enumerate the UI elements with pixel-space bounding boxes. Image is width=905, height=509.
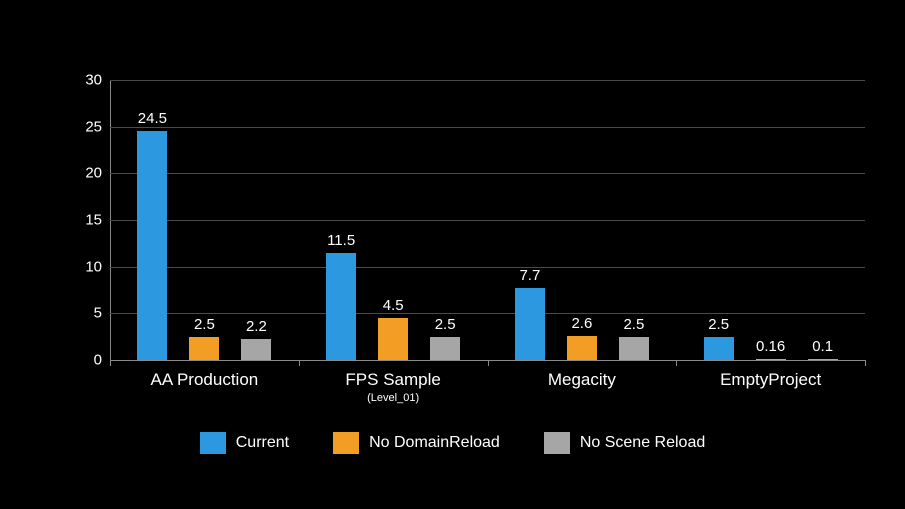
legend-swatch [544,432,570,454]
legend-item: No Scene Reload [544,432,705,454]
bar-value-label: 7.7 [519,267,540,284]
x-category-label: EmptyProject [720,370,821,390]
x-category-label: AA Production [151,370,259,390]
bar: 2.5 [619,337,649,360]
bar: 2.2 [241,339,271,360]
bar-value-label: 2.5 [194,316,215,333]
legend: Current No DomainReload No Scene Reload [0,432,905,454]
legend-label: No Scene Reload [580,434,705,452]
bar-value-label: 2.5 [623,316,644,333]
legend-label: No DomainReload [369,434,500,452]
x-tick [676,360,677,366]
gridline [110,173,865,174]
bar-value-label: 2.5 [435,316,456,333]
bar: 4.5 [378,318,408,360]
bar-value-label: 2.5 [708,316,729,333]
bar: 11.5 [326,253,356,360]
bar-value-label: 2.2 [246,318,267,335]
plot-area: 24.5 2.5 2.2 11.5 4.5 2.5 7.7 2.6 2.5 2.5 0.16 0.1 [110,80,865,360]
y-tick-label: 5 [94,305,102,322]
bar: 2.5 [189,337,219,360]
x-tick [299,360,300,366]
legend-swatch [200,432,226,454]
gridline [110,220,865,221]
gridline [110,267,865,268]
x-tick [488,360,489,366]
bar: 2.5 [430,337,460,360]
bar: 24.5 [137,131,167,360]
bar-value-label: 0.16 [756,338,785,355]
y-tick-label: 20 [85,165,102,182]
legend-swatch [333,432,359,454]
y-tick-label: 10 [85,258,102,275]
x-tick [865,360,866,366]
x-tick [110,360,111,366]
gridline [110,313,865,314]
legend-item: No DomainReload [333,432,500,454]
x-category-sublabel: (Level_01) [367,392,419,404]
bar: 2.6 [567,336,597,360]
legend-item: Current [200,432,289,454]
y-tick-label: 25 [85,118,102,135]
legend-label: Current [236,434,289,452]
y-tick-label: 15 [85,212,102,229]
y-axis: 051015202530 [70,80,108,360]
y-tick-label: 30 [85,72,102,89]
bar: 7.7 [515,288,545,360]
bar: 2.5 [704,337,734,360]
x-category-label: FPS Sample [345,370,440,390]
x-category-label: Megacity [548,370,616,390]
bar-value-label: 2.6 [571,315,592,332]
y-tick-label: 0 [94,352,102,369]
bar-value-label: 0.1 [812,338,833,355]
bar-chart: 051015202530 24.52.52.211.54.52.57.72.62… [70,80,865,360]
bar-value-label: 4.5 [383,297,404,314]
bar-value-label: 24.5 [138,110,167,127]
bar-value-label: 11.5 [327,232,355,249]
gridline [110,127,865,128]
gridline [110,80,865,81]
